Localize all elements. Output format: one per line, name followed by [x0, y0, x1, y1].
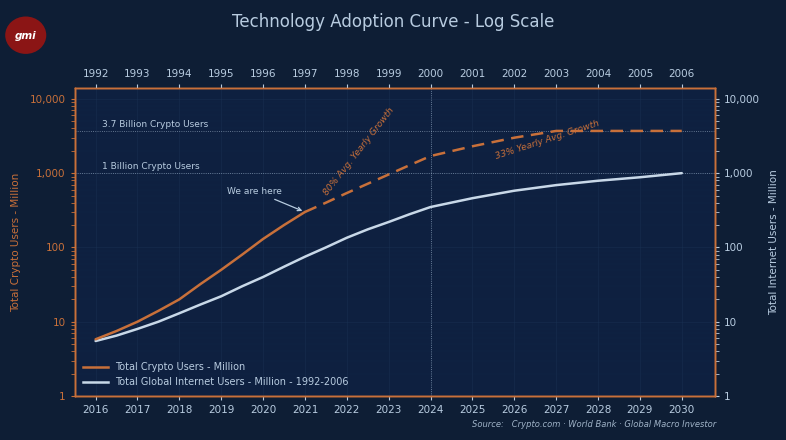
Text: gmi: gmi	[15, 31, 37, 41]
Text: We are here: We are here	[227, 187, 301, 211]
Text: 80% Avg. Yearly Growth: 80% Avg. Yearly Growth	[322, 106, 396, 197]
Text: 3.7 Billion Crypto Users: 3.7 Billion Crypto Users	[102, 120, 208, 129]
Text: Source:   Crypto.com · World Bank · Global Macro Investor: Source: Crypto.com · World Bank · Global…	[472, 420, 716, 429]
Text: 33% Yearly Avg. Growth: 33% Yearly Avg. Growth	[494, 119, 601, 161]
Text: 1 Billion Crypto Users: 1 Billion Crypto Users	[102, 162, 200, 171]
Legend: Total Crypto Users - Million, Total Global Internet Users - Million - 1992-2006: Total Crypto Users - Million, Total Glob…	[79, 359, 353, 391]
Text: Technology Adoption Curve - Log Scale: Technology Adoption Curve - Log Scale	[232, 13, 554, 31]
Ellipse shape	[6, 16, 46, 54]
Y-axis label: Total Internet Users - Million: Total Internet Users - Million	[769, 169, 779, 315]
Y-axis label: Total Crypto Users - Million: Total Crypto Users - Million	[11, 172, 21, 312]
